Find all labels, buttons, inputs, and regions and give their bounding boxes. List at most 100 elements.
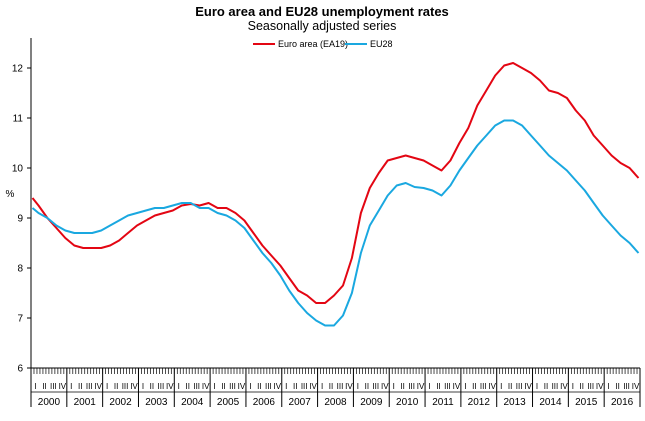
y-tick-label: 11 <box>13 114 24 125</box>
x-quarter-label: III <box>552 382 559 391</box>
x-quarter-label: II <box>436 382 440 391</box>
x-quarter-label: IV <box>130 382 138 391</box>
x-quarter-label: III <box>372 382 379 391</box>
x-quarter-label: III <box>408 382 415 391</box>
series-line-eu28 <box>31 119 640 327</box>
chart-title: Euro area and EU28 unemployment rates <box>195 4 449 19</box>
x-quarter-label: II <box>544 382 548 391</box>
x-quarter-label: I <box>178 382 180 391</box>
x-year-label: 2014 <box>539 397 562 408</box>
x-quarter-label: IV <box>381 382 389 391</box>
legend-label: Euro area (EA19) <box>278 39 348 49</box>
x-quarter-label: I <box>34 382 36 391</box>
x-quarter-label: IV <box>238 382 246 391</box>
y-tick-label: 9 <box>17 214 23 225</box>
series-line-euro-area <box>31 62 640 304</box>
x-quarter-label: I <box>249 382 251 391</box>
legend-label: EU28 <box>370 39 393 49</box>
x-quarter-label: I <box>357 382 359 391</box>
x-quarter-label: III <box>193 382 200 391</box>
x-quarter-label: II <box>400 382 404 391</box>
x-year-label: 2001 <box>74 397 97 408</box>
y-axis: 6 7 8 9 10 11 12 <box>12 38 32 375</box>
x-quarter-label: II <box>365 382 369 391</box>
y-tick-label: 6 <box>17 364 23 375</box>
x-quarter-label: IV <box>166 382 174 391</box>
x-quarter-label: IV <box>202 382 210 391</box>
y-tick-label: 10 <box>12 164 24 175</box>
x-quarter-label: II <box>580 382 584 391</box>
y-tick-label: 7 <box>17 314 23 325</box>
x-quarter-label: IV <box>309 382 317 391</box>
x-year-label: 2012 <box>468 397 491 408</box>
x-quarter-label: I <box>106 382 108 391</box>
x-quarter-label: IV <box>632 382 640 391</box>
x-quarter-label: I <box>500 382 502 391</box>
x-quarter-label: I <box>608 382 610 391</box>
x-quarter-label: I <box>321 382 323 391</box>
x-quarter-label: III <box>50 382 57 391</box>
x-quarter-label: II <box>221 382 225 391</box>
x-quarter-label: III <box>86 382 93 391</box>
x-year-label: 2008 <box>324 397 347 408</box>
x-year-label: 2004 <box>181 397 204 408</box>
x-year-label: 2005 <box>217 397 240 408</box>
x-quarter-label: II <box>615 382 619 391</box>
x-quarter-label: III <box>623 382 630 391</box>
y-axis-label: % <box>6 189 15 200</box>
x-quarter-label: IV <box>524 382 532 391</box>
x-quarter-label: I <box>285 382 287 391</box>
legend: Euro area (EA19) EU28 <box>253 39 393 49</box>
x-quarter-label: IV <box>596 382 604 391</box>
x-quarter-label: III <box>480 382 487 391</box>
x-quarter-label: II <box>257 382 261 391</box>
x-year-label: 2000 <box>38 397 61 408</box>
x-quarter-label: III <box>587 382 594 391</box>
x-quarter-label: II <box>114 382 118 391</box>
x-year-label: 2007 <box>289 397 312 408</box>
x-quarter-label: I <box>70 382 72 391</box>
x-quarter-label: II <box>329 382 333 391</box>
x-quarter-label: I <box>536 382 538 391</box>
x-quarter-label: II <box>293 382 297 391</box>
x-quarter-label: II <box>42 382 46 391</box>
chart-subtitle: Seasonally adjusted series <box>248 19 397 33</box>
x-year-label: 2009 <box>360 397 383 408</box>
x-quarter-label: IV <box>453 382 461 391</box>
x-quarter-label: II <box>472 382 476 391</box>
x-quarter-label: IV <box>94 382 102 391</box>
x-year-label: 2010 <box>396 397 419 408</box>
x-quarter-label: III <box>122 382 129 391</box>
x-quarter-label: IV <box>59 382 67 391</box>
y-tick-label: 12 <box>12 64 24 75</box>
x-quarter-label: I <box>142 382 144 391</box>
x-quarter-label: III <box>301 382 308 391</box>
x-quarter-label: II <box>150 382 154 391</box>
x-quarter-label: IV <box>274 382 282 391</box>
x-quarter-label: III <box>337 382 344 391</box>
x-axis: I II III IV I II III IV I II III IV I II III IV I II III IV… <box>30 367 641 408</box>
x-quarter-label: III <box>444 382 451 391</box>
x-quarter-label: II <box>508 382 512 391</box>
x-quarter-label: I <box>428 382 430 391</box>
x-year-label: 2002 <box>109 397 132 408</box>
x-year-label: 2015 <box>575 397 598 408</box>
x-year-label: 2016 <box>611 397 634 408</box>
x-quarter-label: IV <box>417 382 425 391</box>
x-year-label: 2013 <box>503 397 526 408</box>
x-quarter-label: II <box>78 382 82 391</box>
x-quarter-label: IV <box>560 382 568 391</box>
y-tick-label: 8 <box>17 264 23 275</box>
x-year-label: 2006 <box>253 397 276 408</box>
x-year-label: 2003 <box>145 397 168 408</box>
x-quarter-label: I <box>464 382 466 391</box>
x-year-label: 2011 <box>432 397 454 408</box>
x-quarter-label: III <box>158 382 165 391</box>
series-lines <box>31 62 640 327</box>
x-quarter-label: IV <box>345 382 353 391</box>
x-quarter-label: III <box>265 382 272 391</box>
x-quarter-label: I <box>213 382 215 391</box>
x-quarter-label: II <box>186 382 190 391</box>
x-quarter-label: I <box>393 382 395 391</box>
